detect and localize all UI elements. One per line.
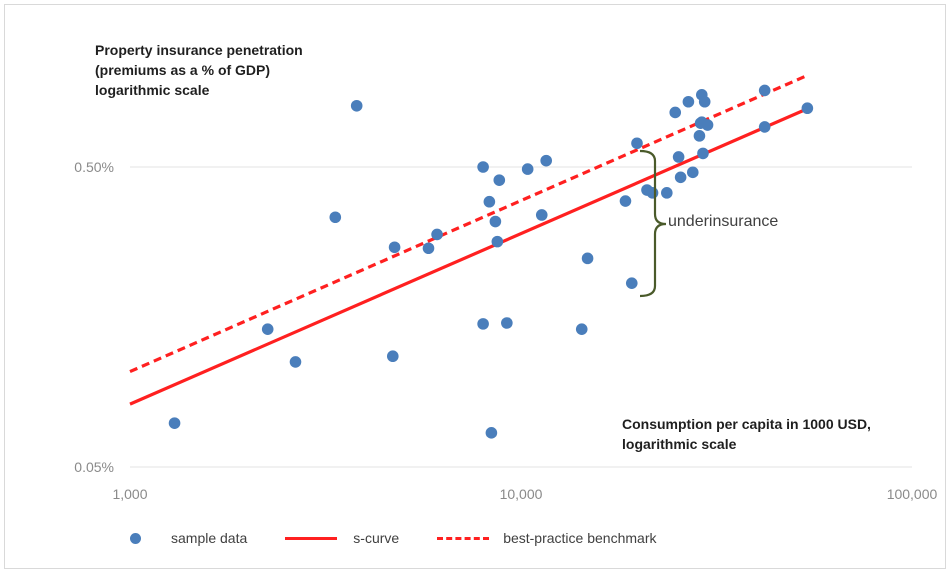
- data-point: [493, 174, 506, 186]
- data-point: [619, 195, 632, 207]
- y-tick-label: 0.50%: [74, 159, 114, 175]
- underinsurance-annotation: underinsurance: [668, 213, 779, 230]
- data-point: [535, 209, 548, 221]
- data-point: [261, 323, 274, 335]
- data-point: [540, 154, 553, 167]
- legend-label: sample data: [171, 530, 248, 546]
- data-point: [686, 166, 699, 179]
- data-point: [477, 318, 489, 330]
- s-curve-line: [129, 107, 809, 406]
- data-point: [661, 187, 673, 199]
- legend-item-benchmark: best-practice benchmark: [437, 530, 656, 546]
- chart-frame: [4, 4, 946, 569]
- data-point: [758, 121, 771, 133]
- legend-label: best-practice benchmark: [503, 530, 657, 546]
- data-point: [386, 350, 399, 363]
- data-point: [625, 277, 638, 289]
- data-point: [501, 317, 513, 329]
- y-tick-label: 0.05%: [74, 459, 114, 475]
- data-point: [350, 99, 363, 112]
- x-axis-title-line: logarithmic scale: [622, 436, 737, 452]
- data-point: [575, 323, 588, 335]
- legend-marker-solid-line: [285, 536, 338, 540]
- data-point: [701, 119, 714, 131]
- data-point: [631, 137, 643, 150]
- data-point: [422, 242, 435, 255]
- data-point: [674, 171, 687, 184]
- data-point: [698, 95, 711, 108]
- data-point: [693, 130, 706, 142]
- data-point: [682, 95, 695, 108]
- data-point: [491, 235, 504, 248]
- data-point: [289, 356, 302, 368]
- data-point: [646, 187, 659, 199]
- x-axis-title: Consumption per capita in 1000 USD, loga…: [622, 414, 871, 454]
- data-point: [669, 106, 682, 119]
- data-point: [521, 163, 534, 175]
- data-point: [329, 211, 342, 224]
- underinsurance-bracket: [639, 149, 667, 298]
- data-point: [431, 228, 443, 241]
- data-point: [477, 161, 489, 173]
- data-point: [483, 195, 496, 208]
- legend-marker-dashed-line: [437, 536, 490, 540]
- data-point: [489, 215, 502, 228]
- data-point: [168, 417, 181, 429]
- x-tick-label: 1,000: [112, 486, 147, 502]
- y-axis-title-line: Property insurance penetration: [95, 42, 303, 58]
- data-point: [485, 427, 498, 439]
- data-point: [758, 84, 771, 97]
- legend: sample data s-curve best-practice benchm…: [130, 530, 694, 546]
- x-tick-label: 100,000: [887, 486, 938, 502]
- x-axis-title-line: Consumption per capita in 1000 USD,: [622, 416, 871, 432]
- legend-item-s-curve: s-curve: [285, 530, 399, 546]
- legend-marker-dot: [130, 532, 141, 544]
- data-point: [388, 241, 401, 254]
- legend-label: s-curve: [353, 530, 400, 546]
- y-axis-title-line: (premiums as a % of GDP): [95, 62, 271, 78]
- legend-item-sample-data: sample data: [130, 530, 247, 546]
- y-axis-title-line: logarithmic scale: [95, 82, 210, 98]
- data-point: [801, 102, 814, 115]
- data-point: [581, 252, 594, 265]
- x-tick-label: 10,000: [500, 486, 543, 502]
- y-axis-title: Property insurance penetration (premiums…: [95, 40, 303, 100]
- benchmark-line: [129, 73, 809, 374]
- data-point: [672, 151, 685, 163]
- data-point: [697, 147, 709, 160]
